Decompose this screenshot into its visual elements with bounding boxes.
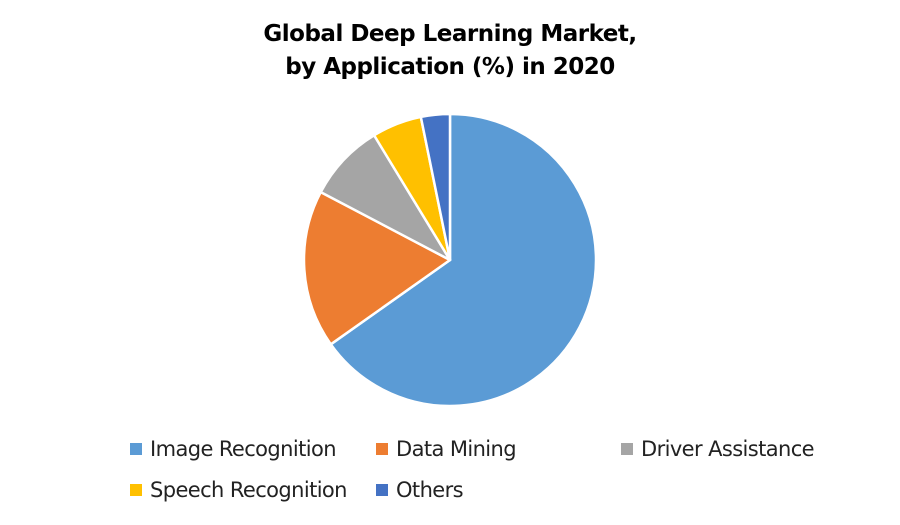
legend-label: Others — [396, 478, 464, 502]
legend-item-image-recognition: Image Recognition — [130, 437, 337, 461]
pie-slice-image-recognition — [329, 112, 598, 408]
chart-title: Global Deep Learning Market, by Applicat… — [0, 18, 900, 84]
legend-label: Image Recognition — [150, 437, 337, 461]
chart-title-line-2: by Application (%) in 2020 — [285, 54, 615, 80]
legend-item-data-mining: Data Mining — [376, 437, 517, 461]
legend-item-speech-recognition: Speech Recognition — [130, 478, 348, 502]
legend-swatch-icon — [376, 443, 388, 455]
legend-label: Data Mining — [396, 437, 517, 461]
pie-slice-data-mining — [302, 190, 452, 346]
chart-title-line-1: Global Deep Learning Market, — [263, 21, 637, 47]
legend-swatch-icon — [130, 443, 142, 455]
legend-item-others: Others — [376, 478, 464, 502]
legend-swatch-icon — [130, 484, 142, 496]
legend-label: Driver Assistance — [641, 437, 815, 461]
pie-slice-others — [419, 112, 452, 262]
legend-label: Speech Recognition — [150, 478, 348, 502]
legend-swatch-icon — [376, 484, 388, 496]
legend-item-driver-assistance: Driver Assistance — [621, 437, 815, 461]
legend-swatch-icon — [621, 443, 633, 455]
